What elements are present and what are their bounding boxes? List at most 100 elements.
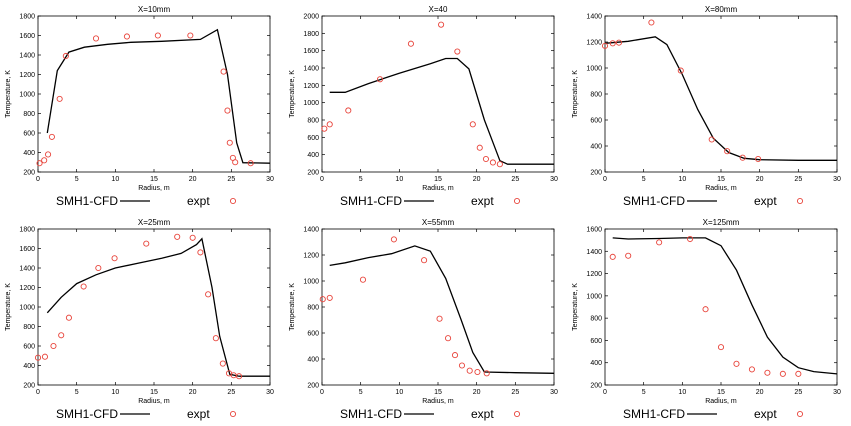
chart-0-xtick-label: 15 xyxy=(150,176,158,183)
chart-2-xtick-label: 5 xyxy=(642,176,646,183)
chart-2-xtick-label: 10 xyxy=(678,176,686,183)
chart-4-cfd-line xyxy=(329,245,555,374)
chart-3-xtick-label: 25 xyxy=(227,389,235,396)
chart-3-expt-point xyxy=(189,234,196,241)
chart-1-ytick-label: 2000 xyxy=(303,14,319,21)
chart-3-ytick-label: 1200 xyxy=(19,285,35,292)
chart-0-expt-point xyxy=(224,107,231,114)
chart-5-xlabel: Radius, m xyxy=(705,398,737,405)
chart-3-xtick-label: 30 xyxy=(266,389,274,396)
chart-1-xtick-label: 20 xyxy=(473,176,481,183)
chart-1-expt-point xyxy=(496,161,503,168)
chart-2-expt-point xyxy=(609,40,616,47)
chart-2-expt-point xyxy=(648,19,655,26)
chart-4-expt-point xyxy=(466,367,473,374)
chart-1-xtick-label: 5 xyxy=(359,176,363,183)
chart-3-ytick-label: 400 xyxy=(23,363,35,370)
chart-1-ytick-label: 400 xyxy=(307,152,319,159)
chart-2-cfd-line xyxy=(604,36,837,161)
chart-1-ytick-label: 600 xyxy=(307,135,319,142)
chart-3-expt-point xyxy=(143,240,150,247)
chart-4-expt-point xyxy=(451,352,459,359)
chart-3-legend-cfd-label: SMH1-CFD xyxy=(56,407,118,421)
chart-1-xtick-label: 15 xyxy=(434,176,442,183)
chart-2-ytick-label: 200 xyxy=(590,170,602,177)
chart-5-xtick-label: 20 xyxy=(756,389,764,396)
chart-0-ytick-label: 200 xyxy=(23,170,35,177)
chart-4-ytick-label: 600 xyxy=(307,331,319,338)
chart-svg-x55: X=55mm 0 5 10 15 20 25 30 200 400 600 800 1000 1200 14… xyxy=(289,218,558,421)
chart-panel-x80: X=80mm 0 5 10 15 20 25 30 200 400 600 800 1000 1200 14… xyxy=(567,0,850,213)
chart-2-ylabel: Temperature, K xyxy=(572,70,579,118)
chart-0-expt-point xyxy=(41,157,48,164)
chart-panel-x10: X=10mm 0 5 10 15 20 25 30 200 400 600 800 1000 1200 14… xyxy=(0,0,283,213)
chart-5-ytick-label: 600 xyxy=(590,338,602,345)
chart-0-xtick-label: 10 xyxy=(111,176,119,183)
chart-3-ytick-label: 1800 xyxy=(19,227,35,234)
chart-2-ytick-label: 600 xyxy=(590,118,602,125)
chart-0-expt-point xyxy=(232,159,239,166)
chart-4-xtick-label: 0 xyxy=(320,389,324,396)
chart-5-xtick-label: 10 xyxy=(678,389,686,396)
chart-3-legend-expt-label: expt xyxy=(187,407,210,421)
chart-4-expt-point xyxy=(483,370,490,377)
chart-4-ytick-label: 1200 xyxy=(303,253,319,260)
chart-4-expt-point xyxy=(474,368,481,376)
chart-1-ytick-label: 800 xyxy=(307,118,319,125)
chart-2-title: X=80mm xyxy=(705,5,738,14)
chart-4-expt-point xyxy=(445,335,452,342)
chart-4-expt-point xyxy=(458,362,466,369)
chart-0-expt-point xyxy=(45,151,52,158)
chart-0-expt-point xyxy=(226,139,233,146)
chart-2-expt-point xyxy=(755,155,762,163)
chart-0-ytick-label: 1200 xyxy=(19,72,35,79)
chart-1-xlabel: Radius, m xyxy=(422,185,454,192)
chart-0-plot-frame xyxy=(37,15,271,173)
chart-2-xtick-label: 25 xyxy=(794,176,802,183)
chart-2-expt-point xyxy=(708,136,715,143)
chart-1-xtick-label: 30 xyxy=(550,176,558,183)
chart-0-expt-point xyxy=(56,95,63,102)
chart-5-ytick-label: 1000 xyxy=(586,293,602,300)
chart-1-xtick-label: 25 xyxy=(511,176,519,183)
chart-5-ytick-label: 1400 xyxy=(586,249,602,256)
chart-0-ytick-label: 1000 xyxy=(19,92,35,99)
chart-0-legend-cfd-label: SMH1-CFD xyxy=(56,194,118,208)
chart-5-xtick-label: 0 xyxy=(603,389,607,396)
chart-4-expt-point xyxy=(319,296,326,303)
chart-1-ytick-label: 1400 xyxy=(303,66,319,73)
chart-1-ytick-label: 1600 xyxy=(303,48,319,55)
chart-5-expt-point xyxy=(795,370,802,377)
chart-0-expt-point xyxy=(247,160,254,167)
chart-3-xtick-label: 5 xyxy=(75,389,79,396)
chart-5-plot-frame xyxy=(604,228,838,386)
chart-1-expt-point xyxy=(345,107,352,114)
chart-0-expt-point xyxy=(220,68,227,75)
chart-3-plot-frame xyxy=(37,228,271,386)
chart-2-xtick-label: 15 xyxy=(717,176,725,183)
chart-0-ytick-label: 800 xyxy=(23,111,35,118)
chart-5-xtick-label: 15 xyxy=(717,389,725,396)
chart-0-expt-point xyxy=(123,33,130,40)
chart-1-expt-point xyxy=(321,125,328,132)
chart-3-ytick-label: 1000 xyxy=(19,305,35,312)
chart-2-legend-expt-label: expt xyxy=(754,194,777,208)
chart-1-expt-point xyxy=(454,48,461,55)
chart-2-xlabel: Radius, m xyxy=(705,185,737,192)
chart-4-xtick-label: 5 xyxy=(359,389,363,396)
chart-2-expt-point xyxy=(739,154,746,161)
chart-5-expt-point xyxy=(779,370,786,377)
chart-panel-x40: X=40 0 5 10 15 20 25 30 200 400 600 800 1000 1200 1400… xyxy=(284,0,567,213)
chart-1-ylabel: Temperature, K xyxy=(289,70,296,118)
chart-1-expt-point xyxy=(438,21,445,28)
chart-2-legend-cfd-label: SMH1-CFD xyxy=(623,194,685,208)
chart-2-xtick-label: 0 xyxy=(603,176,607,183)
chart-4-legend-cfd-label: SMH1-CFD xyxy=(340,407,402,421)
chart-2-xtick-label: 30 xyxy=(833,176,841,183)
chart-2-ytick-label: 1400 xyxy=(586,14,602,21)
chart-0-expt-point xyxy=(36,160,43,167)
chart-0-legend-expt-label: expt xyxy=(187,194,210,208)
chart-4-legend-expt-label: expt xyxy=(471,407,494,421)
chart-svg-x10: X=10mm 0 5 10 15 20 25 30 200 400 600 800 1000 1200 14… xyxy=(5,5,274,208)
chart-0-ylabel: Temperature, K xyxy=(5,70,12,118)
